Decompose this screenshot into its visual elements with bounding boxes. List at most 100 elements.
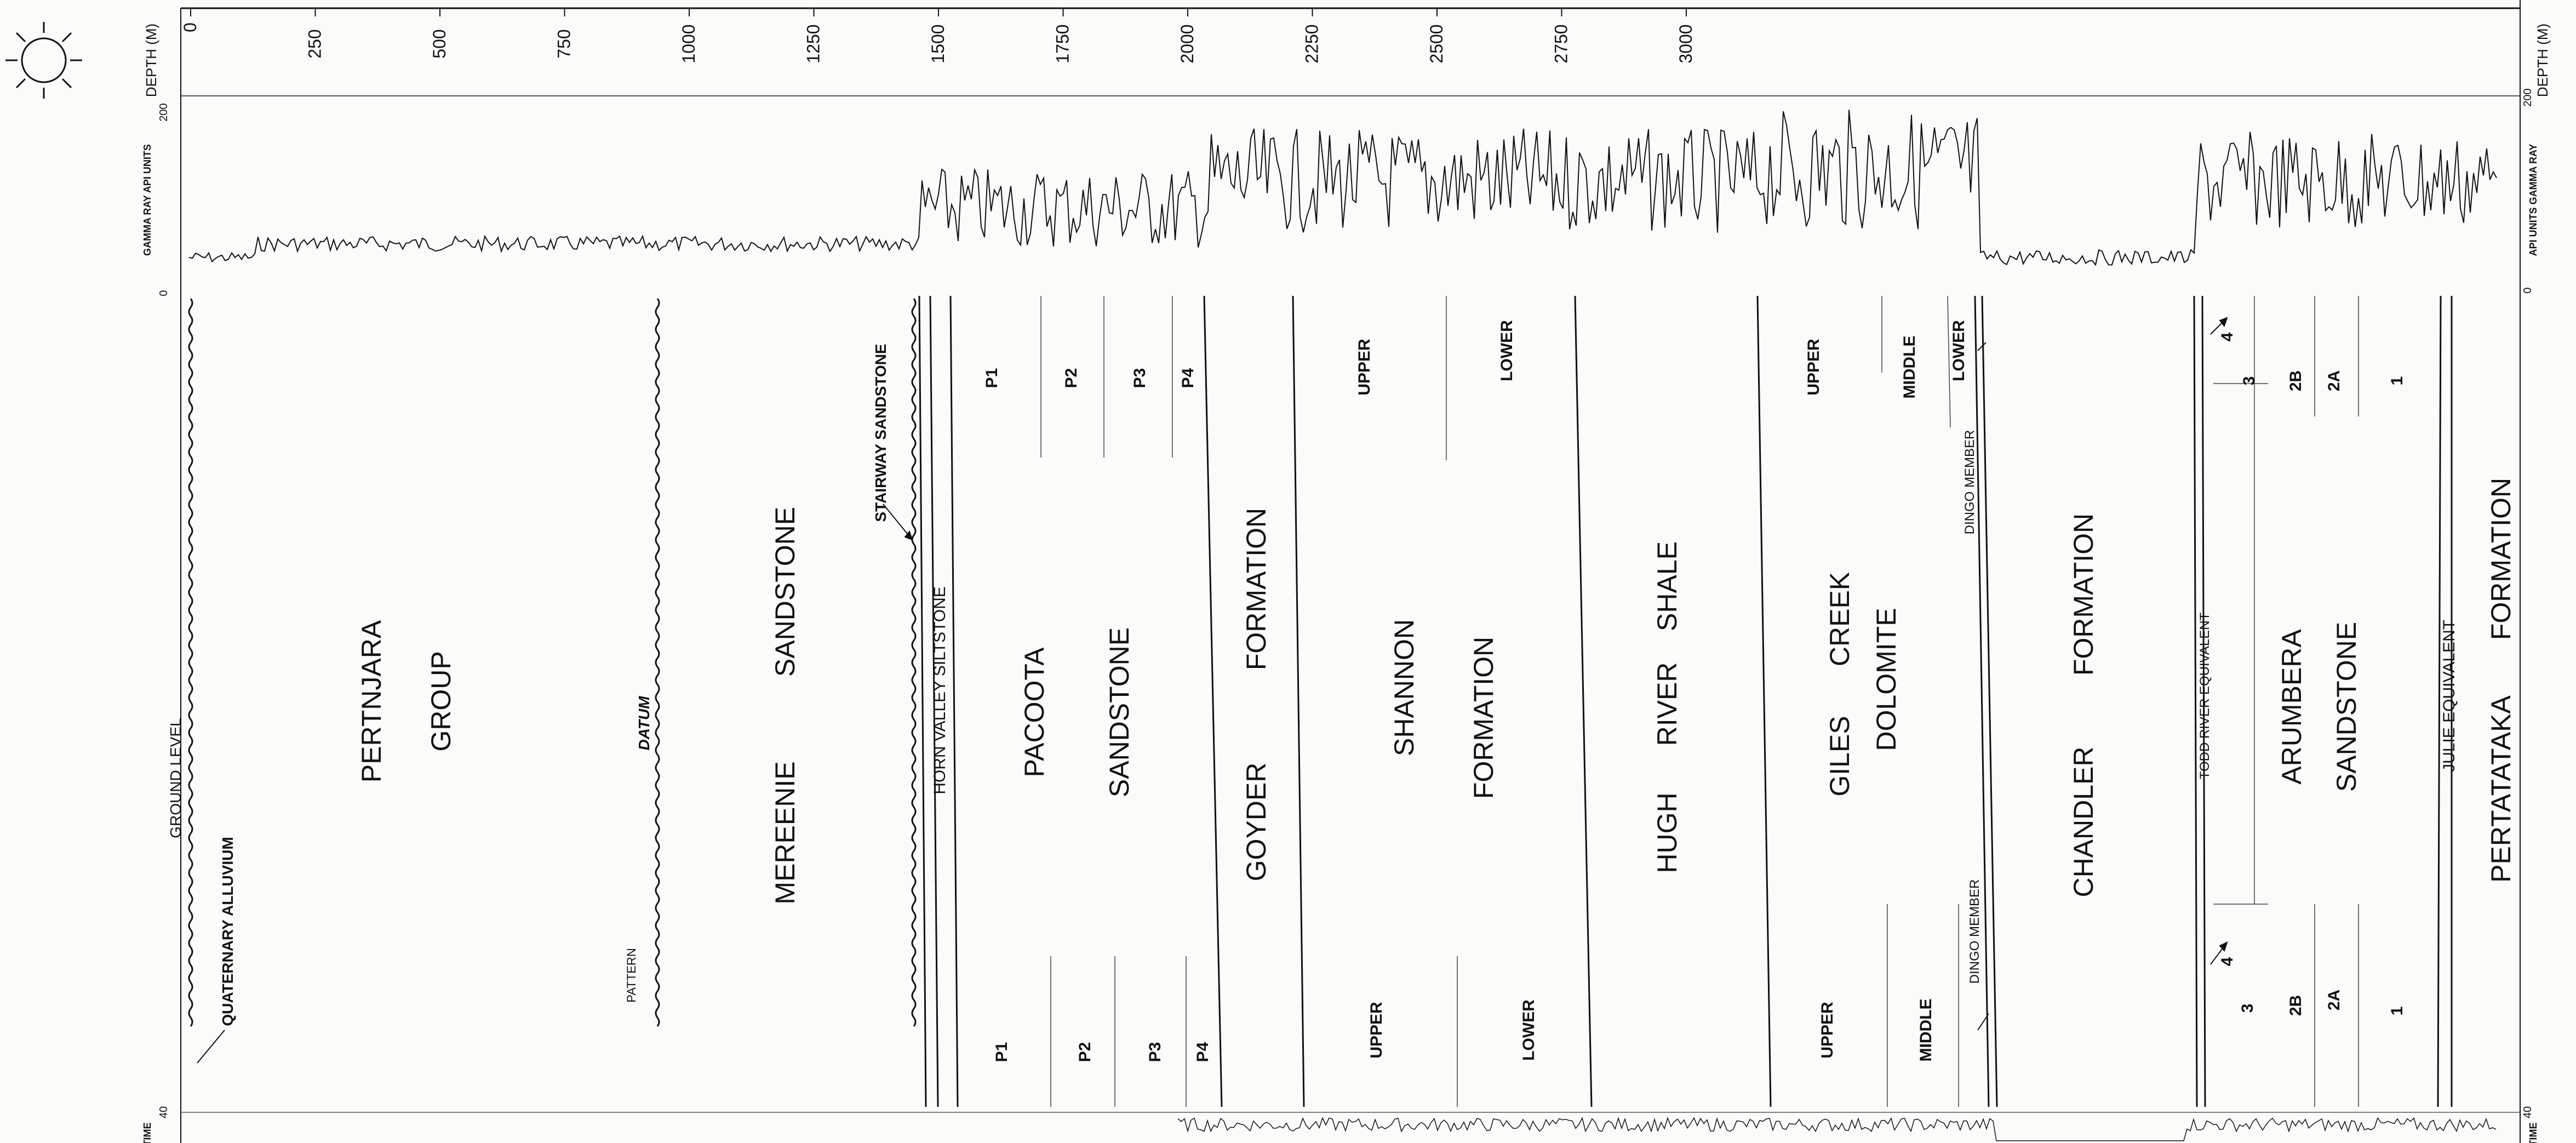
gamma-scale-top-left: 200 [158,103,170,121]
depth-tick-label: 1750 [1053,24,1073,63]
subunit-aru-1-top: 1 [2388,376,2406,386]
sonic-label-left: TIME [142,1123,153,1143]
marker-labels: GROUND LEVEL QUATERNARY ALLUVIUM DATUM P… [167,344,2458,1026]
depth-tick-label: 2750 [1552,24,1571,63]
subunit-aru-4-bottom: 4 [2218,957,2236,966]
subunit-labels-bottom: P1 P2 P3 P4 UPPER LOWER UPPER MIDDLE 4 3… [993,957,2406,1062]
formation-hugh-line-2: RIVER [1652,662,1682,746]
sonic-curve [1177,1117,2497,1141]
formation-goyder-line-2: FORMATION [1241,508,1272,670]
formation-shannon-line-1: SHANNON [1389,619,1419,756]
formation-pacoota-line-1: PACOOTA [1019,647,1050,778]
gamma-ray-track: GAMMA RAY API UNITS API UNITS GAMMA RAY … [142,88,2539,296]
subunit-p3-bottom: P3 [1146,1042,1164,1062]
stairway-sandstone-label: STAIRWAY SANDSTONE [872,344,889,522]
formation-giles-line-1: GILES [1824,716,1855,796]
faint-stamp: PATTERN [625,948,638,1002]
horn-valley-siltstone-label: HORN VALLEY SILTSTONE [931,586,949,795]
subunit-shannon-upper-bottom: UPPER [1367,1002,1386,1059]
gamma-ray-curve [188,110,2497,266]
ground-level-label: GROUND LEVEL [167,718,184,838]
formation-mereenie-line-2: SANDSTONE [770,507,800,677]
depth-tick-label: 1000 [679,24,699,63]
subunit-p3-top: P3 [1131,368,1149,388]
subunit-shannon-upper-top: UPPER [1355,339,1373,396]
formation-pertnjara-line-1: PERTNJARA [356,620,387,782]
depth-tick-label: 2000 [1177,24,1197,63]
gamma-scale-top-right: 200 [2522,88,2534,106]
depth-tick-label: 500 [430,29,449,58]
sun-icon [5,22,82,99]
depth-tick-label: 750 [554,29,574,58]
subunit-aru-2a-bottom: 2A [2325,990,2343,1010]
dingo-member-bottom-label: DINGO MEMBER [1967,879,1982,984]
sonic-scale-right: 40 [2522,1106,2534,1118]
formation-arumbera-line-2: SANDSTONE [2331,622,2362,792]
formation-goyder-line-1: GOYDER [1241,763,1272,882]
subunit-aru-2b-top: 2B [2287,370,2305,391]
subunit-giles-lower-top: LOWER [1950,320,1968,381]
gamma-ray-label-left: GAMMA RAY API UNITS [142,144,153,256]
depth-tick-label: 1250 [804,24,823,63]
formation-pertatataka-line-2: FORMATION [2486,478,2516,640]
subunit-giles-middle-top: MIDDLE [1900,336,1919,399]
subunit-aru-3-bottom: 3 [2239,1004,2257,1013]
formation-hugh-line-1: HUGH [1652,792,1682,873]
formation-hugh-line-3: SHALE [1652,541,1682,631]
depth-tick-label: 1500 [928,24,948,63]
depth-axis: DEPTH (M) DEPTH (M) 0 250 500 750 1000 1250 15… [143,0,2551,1143]
depth-tick-labels: 0 250 500 750 1000 1250 1500 1750 2000 2250 2500 27… [180,8,1696,64]
subunit-aru-2b-bottom: 2B [2287,995,2305,1016]
todd-river-equivalent-label: TODD RIVER EQUIVALENT [2197,612,2212,779]
depth-tick-label: 2250 [1302,24,1322,63]
gamma-scale-bottom-left: 0 [158,290,170,296]
formation-shannon-line-2: FORMATION [1468,637,1499,799]
subunit-shannon-lower-bottom: LOWER [1520,999,1538,1061]
subunit-labels-top: P1 P2 P3 P4 UPPER LOWER UPPER MIDDLE LOW… [983,320,2406,399]
gamma-ray-label-right: API UNITS GAMMA RAY [2528,144,2539,256]
ground-level-wavy-line [188,298,193,1027]
dingo-member-top-label: DINGO MEMBER [1962,430,1977,535]
depth-label-right: DEPTH (M) [2534,24,2551,97]
gamma-scale-bottom-right: 0 [2522,287,2534,293]
subunit-giles-upper-bottom: UPPER [1818,1002,1836,1059]
formation-arumbera-line-1: ARUMBERA [2276,629,2307,785]
depth-tick-label: 250 [305,29,325,58]
subunit-p2-bottom: P2 [1076,1042,1094,1062]
formation-names: PERTNJARA GROUP MEREENIE SANDSTONE PACOO… [356,478,2516,905]
julie-equivalent-label: JULIE EQUIVALENT [2440,620,2458,772]
formation-pertnjara-line-2: GROUP [426,651,456,751]
depth-tick-label: 3000 [1676,24,1696,63]
stairway-wavy-line [911,298,917,1027]
subunit-giles-middle-bottom: MIDDLE [1917,999,1935,1062]
subunit-aru-1-bottom: 1 [2388,1007,2406,1016]
subunit-p4-top: P4 [1179,368,1197,388]
subunit-p1-bottom: P1 [993,1042,1011,1062]
subunit-aru-4-top: 4 [2218,332,2236,341]
subunit-aru-3-top: 3 [2240,376,2258,386]
formation-giles-line-3: DOLOMITE [1871,608,1902,751]
datum-label: DATUM [636,696,652,751]
sonic-scale-left: 40 [158,1106,170,1118]
subunit-p2-top: P2 [1062,368,1080,388]
sonic-label-right: TIME [2528,1123,2539,1143]
depth-label-left: DEPTH (M) [143,24,159,97]
sonic-track: TIME 40 TIME 40 [142,1106,2539,1143]
formation-pacoota-line-2: SANDSTONE [1104,627,1135,797]
subunit-p4-bottom: P4 [1194,1042,1212,1062]
depth-tick-label: 2500 [1427,24,1446,63]
formation-chandler-line-1: CHANDLER [2068,746,2099,897]
quaternary-alluvium-label: QUATERNARY ALLUVIUM [219,837,236,1026]
formation-giles-line-2: CREEK [1824,572,1855,666]
subunit-giles-upper-top: UPPER [1805,339,1823,396]
datum-wavy-line [655,298,660,1027]
subunit-aru-2a-top: 2A [2325,370,2343,391]
subunit-shannon-lower-top: LOWER [1498,320,1516,381]
depth-tick-label: 0 [180,22,200,32]
subunit-p1-top: P1 [983,368,1001,388]
leader-arrows [197,317,2228,1064]
formation-pertatataka-line-1: PERTATATAKA [2486,695,2516,882]
formation-mereenie-line-1: MEREENIE [770,761,800,904]
formation-boundaries [188,295,2453,1107]
